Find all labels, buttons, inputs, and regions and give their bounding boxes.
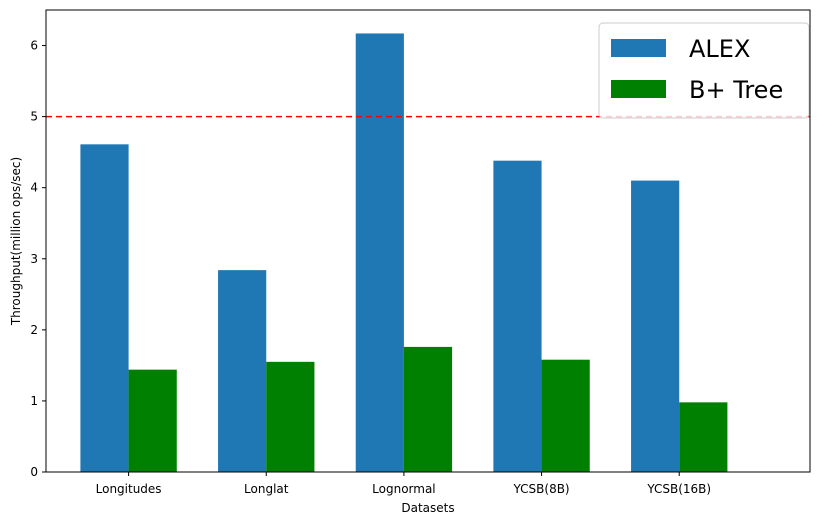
- legend-swatch: [611, 39, 666, 57]
- legend: ALEX B+ Tree: [598, 22, 810, 119]
- y-tick-label: 1: [30, 394, 38, 408]
- plot-frame: [45, 9, 811, 473]
- bar-alex-5: [631, 180, 680, 472]
- bar-alex-2: [218, 270, 267, 472]
- bars-layer: [80, 33, 728, 473]
- y-tick-label: 0: [30, 465, 38, 479]
- bar-alex-4: [493, 160, 542, 472]
- bar-b-tree-3: [403, 346, 453, 472]
- y-tick-label: 4: [30, 181, 38, 195]
- bar-b-tree-1: [128, 369, 177, 472]
- x-tick-label: YCSB(16B): [646, 482, 711, 496]
- x-tick-label: Longlat: [244, 482, 289, 496]
- bar-alex-3: [355, 33, 404, 473]
- bar-alex-1: [80, 144, 129, 472]
- y-tick-label: 2: [30, 323, 38, 337]
- legend-label: ALEX: [689, 35, 750, 63]
- x-tick-label: Lognormal: [372, 482, 435, 496]
- y-tick-label: 5: [30, 110, 38, 124]
- x-axis-label: Datasets: [401, 501, 454, 515]
- bar-b-tree-4: [541, 359, 590, 472]
- y-tick-label: 3: [30, 252, 38, 266]
- x-tick-label: Longitudes: [96, 482, 162, 496]
- legend-swatch: [611, 80, 666, 98]
- y-tick-label: 6: [30, 39, 38, 53]
- legend-label: B+ Tree: [689, 76, 783, 104]
- x-axis-ticks: Longitudes Longlat Lognormal YCSB(8B) YCSB(1…: [96, 472, 711, 496]
- y-axis-ticks: 0 1 2 3 4 5 6: [30, 39, 46, 479]
- bar-b-tree-5: [679, 402, 728, 472]
- y-axis-label: Throughput(million ops/sec): [9, 157, 23, 326]
- x-tick-label: YCSB(8B): [512, 482, 569, 496]
- bar-b-tree-2: [266, 361, 315, 472]
